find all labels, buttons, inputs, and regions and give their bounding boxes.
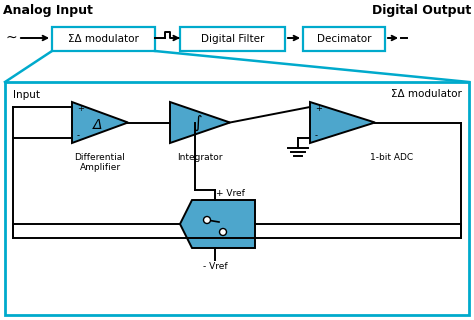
Text: -: - [315, 132, 318, 140]
Text: Δ: Δ [93, 117, 103, 132]
FancyBboxPatch shape [303, 27, 385, 51]
Polygon shape [180, 200, 255, 248]
Circle shape [203, 217, 210, 223]
Text: -: - [77, 132, 80, 140]
Text: - Vref: - Vref [203, 262, 228, 271]
Text: ∫: ∫ [193, 114, 201, 132]
Text: Input: Input [13, 90, 40, 100]
Text: ΣΔ modulator: ΣΔ modulator [391, 89, 462, 99]
Text: ~: ~ [5, 31, 17, 45]
FancyBboxPatch shape [180, 27, 285, 51]
Text: Digital Filter: Digital Filter [201, 34, 264, 44]
Circle shape [219, 228, 227, 236]
Polygon shape [310, 102, 375, 143]
FancyBboxPatch shape [5, 82, 469, 315]
Text: Differential
Amplifier: Differential Amplifier [74, 153, 126, 172]
Text: Analog Input: Analog Input [3, 4, 93, 17]
Text: Decimator: Decimator [317, 34, 371, 44]
Polygon shape [170, 102, 230, 143]
Text: Integrator: Integrator [177, 153, 223, 162]
Text: + Vref: + Vref [216, 189, 245, 198]
FancyBboxPatch shape [52, 27, 155, 51]
Text: +: + [77, 103, 84, 113]
Text: ΣΔ modulator: ΣΔ modulator [68, 34, 139, 44]
Text: +: + [315, 103, 322, 113]
Polygon shape [72, 102, 128, 143]
Text: 1-bit ADC: 1-bit ADC [370, 153, 413, 162]
Text: Digital Output: Digital Output [372, 4, 471, 17]
